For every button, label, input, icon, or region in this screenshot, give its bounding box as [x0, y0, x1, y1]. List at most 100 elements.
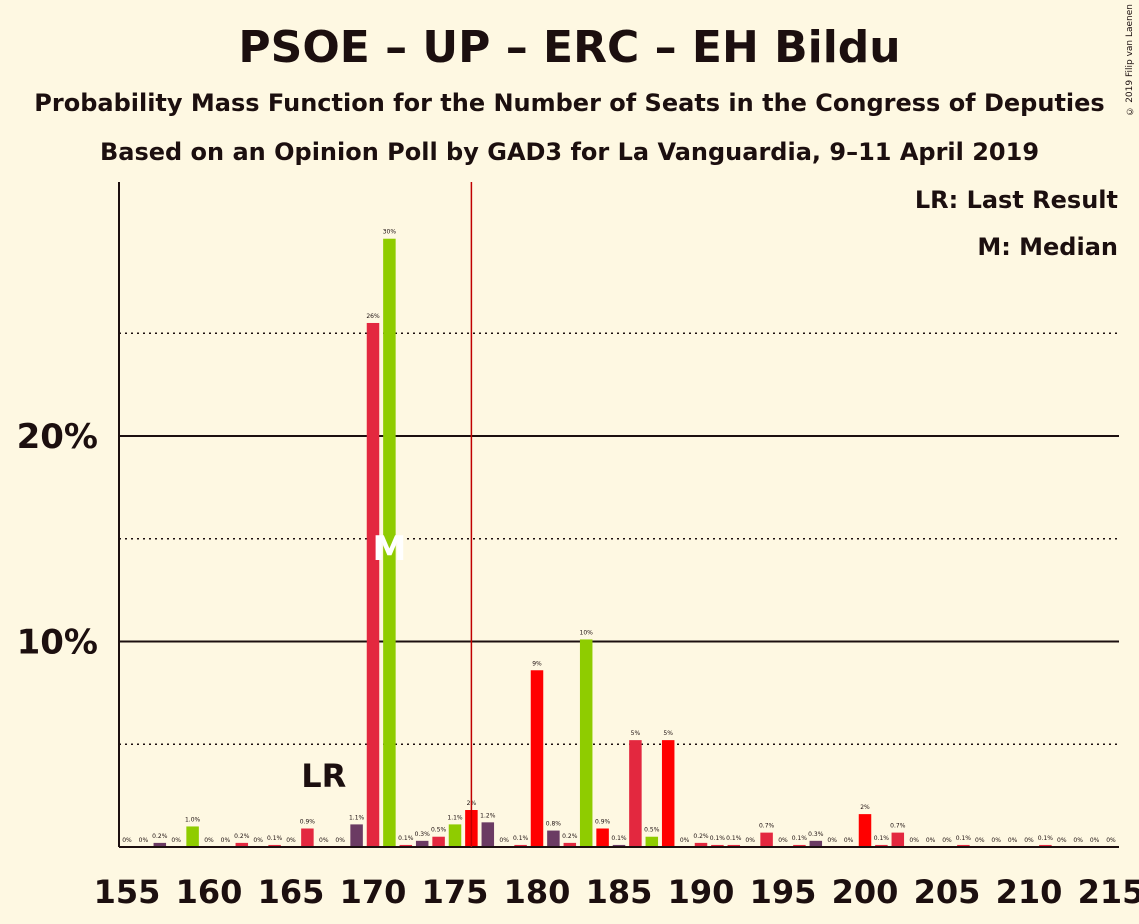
data-label: 0% [221, 837, 231, 844]
data-label: 0.1% [874, 835, 890, 842]
data-label: 0% [745, 837, 755, 844]
bar [629, 740, 642, 847]
bar [547, 830, 560, 847]
data-label: 0% [319, 837, 329, 844]
data-label: 0.5% [431, 827, 447, 834]
bar [612, 844, 626, 847]
bar [563, 842, 577, 847]
bar [875, 844, 888, 847]
x-tick-label: 160 [176, 873, 243, 911]
bar [809, 840, 823, 847]
bar [727, 844, 741, 847]
bar [645, 836, 659, 847]
legend-last-result: LR: Last Result [914, 186, 1118, 214]
data-label: 0.1% [956, 835, 972, 842]
x-tick-label: 210 [996, 873, 1063, 911]
data-label: 0.7% [890, 823, 906, 830]
data-label: 0.1% [398, 835, 414, 842]
data-label: 0.2% [693, 833, 709, 840]
data-label: 0% [975, 837, 985, 844]
bar [1039, 844, 1052, 847]
data-label: 0% [171, 837, 181, 844]
data-label: 1.1% [349, 814, 365, 821]
data-label: 30% [383, 229, 397, 236]
data-label: 0% [139, 837, 149, 844]
bar [596, 828, 609, 847]
data-label: 0.2% [562, 833, 578, 840]
x-tick-label: 165 [258, 873, 325, 911]
bar [350, 824, 363, 847]
x-tick-label: 205 [914, 873, 981, 911]
bar [858, 814, 872, 847]
data-label: 0% [827, 837, 837, 844]
bar [957, 844, 970, 847]
data-label: 0.9% [595, 819, 611, 826]
data-label: 0% [778, 837, 788, 844]
legend-median: M: Median [977, 233, 1118, 261]
data-label: 0% [499, 837, 509, 844]
data-label: 5% [631, 730, 641, 737]
x-tick-label: 195 [750, 873, 817, 911]
bar [383, 238, 396, 848]
data-label: 0.7% [759, 823, 775, 830]
data-label: 1.1% [447, 814, 463, 821]
data-label: 0% [286, 837, 296, 844]
bars [153, 238, 1052, 848]
data-label: 0% [909, 837, 919, 844]
data-label: 0.1% [1038, 835, 1054, 842]
markers: LR M [301, 182, 473, 847]
x-tick-label: 155 [94, 873, 161, 911]
data-label: 0% [335, 837, 345, 844]
data-label: 26% [366, 313, 380, 320]
data-label: 0.1% [267, 835, 283, 842]
data-label: 2% [860, 804, 870, 811]
data-label: 0% [1073, 837, 1083, 844]
data-label: 0.2% [234, 833, 250, 840]
bar [366, 322, 380, 848]
data-label: 0% [991, 837, 1001, 844]
data-label: 0% [926, 837, 936, 844]
data-label: 0% [844, 837, 854, 844]
data-label: 0.9% [300, 819, 316, 826]
data-labels: 0% 0%0.2%0%1.0%0% 0%0.2%0% 0.1% 0%0.9%0% 0%1.… [122, 229, 1116, 844]
bar [235, 842, 249, 847]
data-label: 0% [942, 837, 952, 844]
bar [579, 639, 593, 847]
data-label: 0% [122, 837, 132, 844]
y-tick-label: 10% [17, 623, 98, 663]
x-tick-label: 180 [504, 873, 571, 911]
data-label: 0.1% [513, 835, 529, 842]
data-label: 0% [1008, 837, 1018, 844]
x-tick-label: 200 [832, 873, 899, 911]
y-tick-label: 20% [17, 417, 98, 457]
bar [268, 844, 281, 847]
bar [661, 740, 675, 847]
bar [186, 826, 199, 847]
data-label: 0.1% [710, 835, 726, 842]
bar [448, 824, 462, 847]
axes: 10% 20% 155 160 165 170 175 180 185 190 195 200 205 2… [17, 182, 1139, 911]
data-label: 5% [663, 730, 673, 737]
chart-subtitle: Probability Mass Function for the Number… [34, 89, 1105, 117]
last-result-marker: LR [301, 757, 346, 795]
bar [694, 842, 708, 847]
data-label: 0.1% [792, 835, 808, 842]
data-label: 0% [253, 837, 263, 844]
data-label: 0.1% [611, 835, 627, 842]
median-marker: M [372, 529, 406, 569]
gridlines [119, 332, 1119, 745]
data-label: 1.0% [185, 816, 201, 823]
data-label: 0% [1057, 837, 1067, 844]
bar [530, 670, 544, 847]
data-label: 0.2% [152, 833, 168, 840]
data-label: 0.5% [644, 827, 660, 834]
bar [711, 844, 724, 847]
data-label: 0.1% [726, 835, 742, 842]
bar [432, 836, 445, 847]
x-tick-label: 185 [586, 873, 653, 911]
x-tick-label: 170 [340, 873, 407, 911]
data-label: 0.3% [415, 831, 431, 838]
bar [891, 832, 905, 847]
bar [399, 844, 413, 847]
